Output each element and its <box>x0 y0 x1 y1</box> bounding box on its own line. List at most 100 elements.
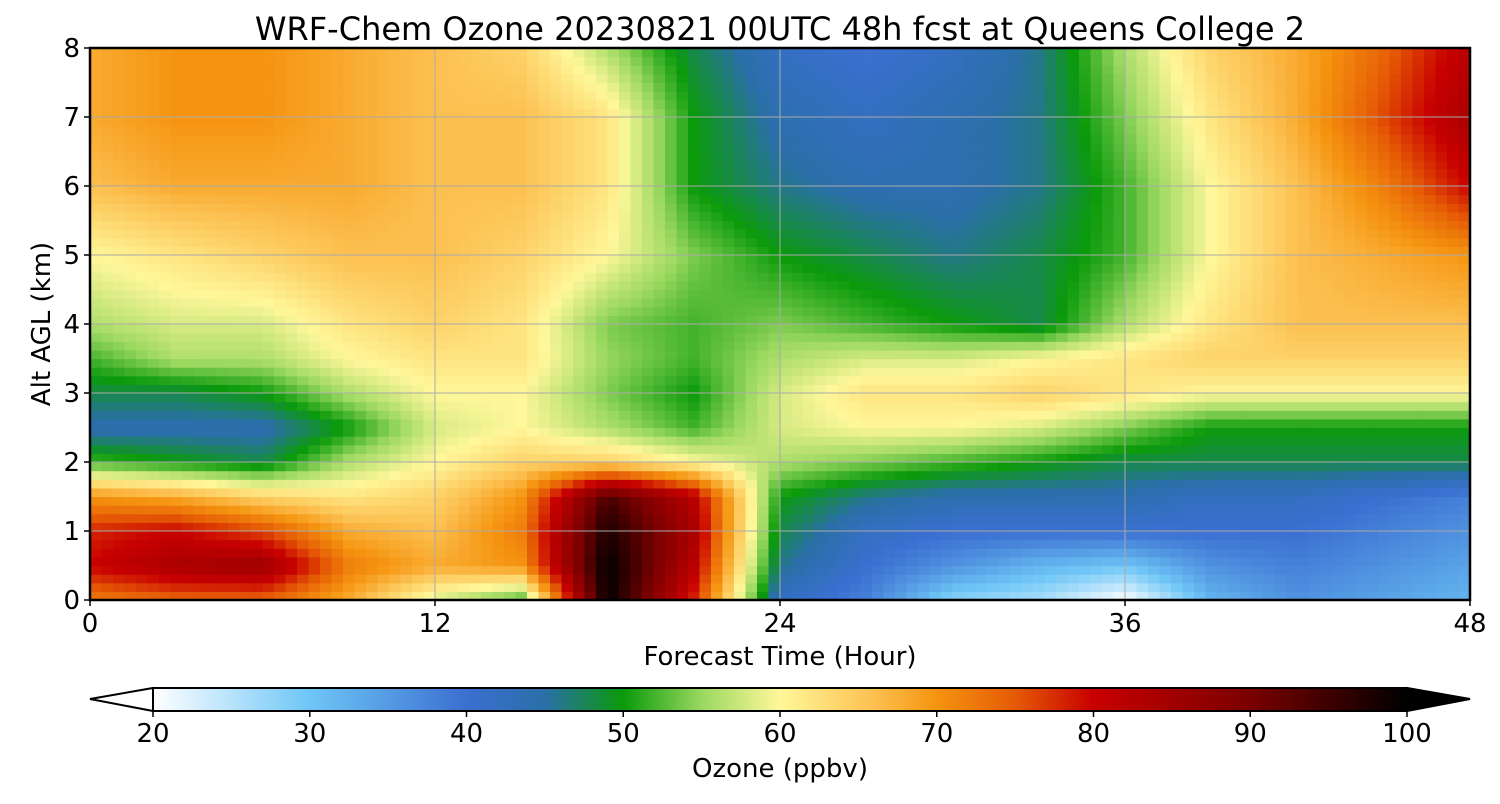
heatmap-cell <box>722 487 735 498</box>
heatmap-cell <box>182 548 195 558</box>
heatmap-cell <box>182 349 195 360</box>
heatmap-cell <box>1240 324 1253 334</box>
heatmap-cell <box>768 487 781 498</box>
heatmap-cell <box>814 453 827 463</box>
heatmap-cell <box>90 289 103 299</box>
heatmap-cell <box>1366 505 1379 515</box>
heatmap-cell <box>1171 367 1184 377</box>
heatmap-cell <box>1125 246 1138 256</box>
heatmap-cell <box>320 487 333 498</box>
heatmap-cell <box>193 591 206 601</box>
heatmap-cell <box>90 548 103 558</box>
heatmap-cell <box>1412 401 1425 411</box>
heatmap-cell <box>251 505 264 515</box>
heatmap-cell <box>1286 513 1299 523</box>
heatmap-cell <box>803 349 816 360</box>
heatmap-cell <box>757 375 770 385</box>
heatmap-cell <box>228 444 241 454</box>
heatmap-cell <box>791 496 804 506</box>
heatmap-cell <box>757 548 770 558</box>
heatmap-cell <box>1274 418 1287 429</box>
heatmap-cell <box>1309 289 1322 299</box>
heatmap-cell <box>791 393 804 403</box>
heatmap-cell <box>757 280 770 291</box>
heatmap-cell <box>619 522 632 532</box>
heatmap-cell <box>941 548 954 558</box>
heatmap-cell <box>803 246 816 256</box>
heatmap-cell <box>1217 418 1230 429</box>
heatmap-cell <box>906 427 919 437</box>
heatmap-cell <box>205 418 218 429</box>
heatmap-cell <box>906 401 919 411</box>
heatmap-cell <box>216 306 229 316</box>
heatmap-cell <box>1136 582 1149 592</box>
heatmap-cell <box>205 289 218 299</box>
heatmap-cell <box>492 496 505 506</box>
heatmap-cell <box>366 324 379 334</box>
heatmap-cell <box>389 324 402 334</box>
heatmap-cell <box>1125 332 1138 342</box>
heatmap-cell <box>446 332 459 342</box>
heatmap-cell <box>147 531 160 541</box>
heatmap-cell <box>1159 513 1172 523</box>
heatmap-cell <box>630 358 643 368</box>
heatmap-cell <box>389 496 402 506</box>
heatmap-cell <box>159 315 172 325</box>
heatmap-cell <box>446 582 459 592</box>
heatmap-cell <box>136 418 149 429</box>
heatmap-cell <box>297 539 310 549</box>
heatmap-cell <box>216 531 229 541</box>
heatmap-cell <box>435 531 448 541</box>
heatmap-cell <box>1424 306 1437 316</box>
heatmap-cell <box>366 427 379 437</box>
heatmap-cell <box>412 556 425 567</box>
heatmap-cell <box>734 444 747 454</box>
heatmap-cell <box>1228 436 1241 446</box>
heatmap-cell <box>1297 531 1310 541</box>
heatmap-cell <box>1366 367 1379 377</box>
heatmap-cell <box>860 444 873 454</box>
heatmap-cell <box>745 280 758 291</box>
heatmap-cell <box>469 556 482 567</box>
heatmap-cell <box>446 462 459 472</box>
heatmap-cell <box>722 246 735 256</box>
heatmap-cell <box>1217 246 1230 256</box>
heatmap-cell <box>803 375 816 385</box>
heatmap-cell <box>446 513 459 523</box>
heatmap-cell <box>1217 298 1230 308</box>
heatmap-cell <box>676 306 689 316</box>
heatmap-cell <box>757 324 770 334</box>
heatmap-cell <box>814 505 827 515</box>
heatmap-cell <box>285 384 298 394</box>
heatmap-cell <box>1378 531 1391 541</box>
heatmap-cell <box>1194 324 1207 334</box>
heatmap-cell <box>297 246 310 256</box>
heatmap-cell <box>481 513 494 523</box>
heatmap-cell <box>584 263 597 273</box>
heatmap-cell <box>435 358 448 368</box>
heatmap-cell <box>446 436 459 446</box>
heatmap-cell <box>1102 401 1115 411</box>
heatmap-cell <box>492 349 505 360</box>
heatmap-cell <box>343 487 356 498</box>
heatmap-cell <box>1263 556 1276 567</box>
heatmap-cell <box>1067 444 1080 454</box>
heatmap-cell <box>205 462 218 472</box>
heatmap-cell <box>297 427 310 437</box>
heatmap-cell <box>1205 548 1218 558</box>
heatmap-cell <box>1079 375 1092 385</box>
heatmap-cell <box>1297 384 1310 394</box>
heatmap-cell <box>182 539 195 549</box>
heatmap-cell <box>757 410 770 420</box>
heatmap-cell <box>642 418 655 429</box>
heatmap-cell <box>803 522 816 532</box>
heatmap-cell <box>952 375 965 385</box>
heatmap-cell <box>745 479 758 489</box>
heatmap-cell <box>607 263 620 273</box>
heatmap-cell <box>619 410 632 420</box>
heatmap-cell <box>1182 280 1195 291</box>
heatmap-cell <box>1217 263 1230 273</box>
heatmap-cell <box>193 539 206 549</box>
heatmap-cell <box>688 582 701 592</box>
heatmap-cell <box>1010 341 1023 351</box>
